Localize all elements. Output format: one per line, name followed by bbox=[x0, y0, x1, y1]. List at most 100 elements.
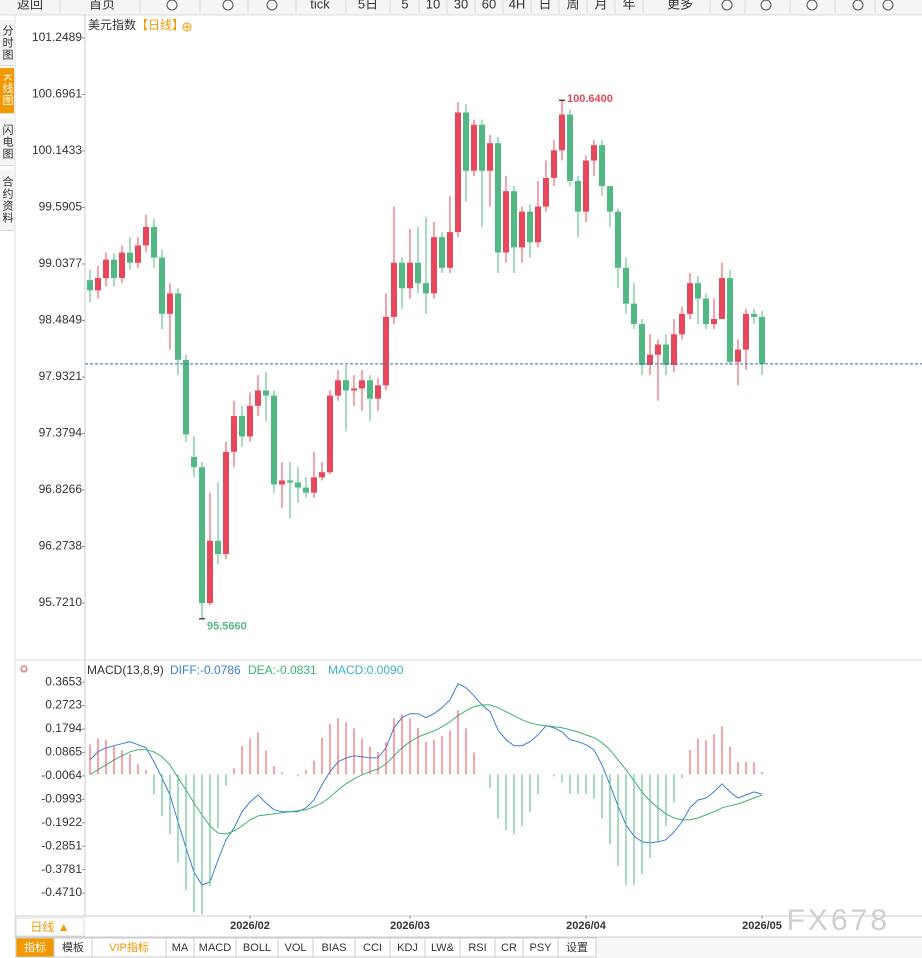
bottom-tab[interactable]: BOLL bbox=[243, 942, 271, 954]
candle-body bbox=[295, 482, 301, 488]
toolbar-button[interactable]: 首页 bbox=[89, 0, 115, 11]
toolbar-button[interactable]: 年 bbox=[622, 0, 635, 11]
candle-body bbox=[583, 160, 589, 212]
toolbar-icon[interactable] bbox=[721, 0, 733, 11]
bottom-tab[interactable]: VOL bbox=[284, 942, 306, 954]
y-tick-label: 97.9321 bbox=[39, 369, 83, 383]
candle-body bbox=[559, 114, 565, 151]
candle-body bbox=[335, 380, 341, 396]
candle-body bbox=[407, 262, 413, 289]
bottom-tab[interactable]: 设置 bbox=[566, 941, 588, 954]
y-tick-label: 98.4849 bbox=[39, 313, 83, 327]
candle-body bbox=[623, 267, 629, 304]
bottom-tab[interactable]: RSI bbox=[468, 942, 486, 954]
x-tick-label: 2026/03 bbox=[390, 920, 430, 932]
bottom-tab[interactable]: CR bbox=[501, 942, 517, 954]
candle-body bbox=[111, 259, 117, 279]
candle-body bbox=[319, 472, 325, 478]
candle-body bbox=[151, 226, 157, 258]
candle-body bbox=[495, 143, 501, 253]
bottom-tab[interactable]: MA bbox=[172, 942, 189, 954]
candle-body bbox=[223, 451, 229, 555]
candle-body bbox=[327, 395, 333, 473]
candle-body bbox=[519, 211, 525, 248]
candle-body bbox=[671, 334, 677, 365]
y-tick-label: -0.0064 bbox=[41, 768, 82, 782]
max-label: 100.6400 bbox=[567, 93, 613, 105]
candle-body bbox=[543, 177, 549, 207]
candle-body bbox=[447, 232, 453, 268]
y-tick-label: 95.7210 bbox=[39, 595, 83, 609]
bottom-tab[interactable]: VIP指标 bbox=[109, 940, 149, 954]
sidebar-tab[interactable]: 合约资料 bbox=[0, 170, 14, 231]
legend-entry: DIFF:-0.0786 bbox=[170, 663, 241, 677]
toolbar-button[interactable]: 日 bbox=[538, 0, 551, 11]
candle-body bbox=[167, 293, 173, 314]
candle-body bbox=[95, 278, 101, 291]
candle-body bbox=[751, 313, 757, 317]
candle-body bbox=[103, 259, 109, 279]
y-tick-label: -0.1922 bbox=[41, 815, 82, 829]
toolbar-icon[interactable] bbox=[760, 0, 772, 11]
y-tick-label: 99.5905 bbox=[39, 200, 83, 214]
toolbar-button[interactable]: 5 bbox=[401, 0, 408, 11]
macd-settings-icon[interactable] bbox=[20, 665, 28, 673]
candle-body bbox=[551, 150, 557, 178]
toolbar-button[interactable]: 30 bbox=[454, 0, 468, 11]
sidebar-tab[interactable]: 分时图 bbox=[0, 20, 14, 66]
toolbar-button[interactable]: 月 bbox=[594, 0, 607, 11]
toolbar-icon[interactable] bbox=[882, 0, 894, 11]
toolbar-icon[interactable] bbox=[806, 0, 818, 11]
y-tick-label: -0.0993 bbox=[41, 791, 82, 805]
toolbar-icon[interactable] bbox=[166, 0, 178, 11]
sidebar-tab[interactable]: 闪电图 bbox=[0, 118, 14, 166]
sidebar-tab[interactable]: K线图 bbox=[0, 68, 14, 114]
min-label: 95.5660 bbox=[207, 621, 247, 633]
candle-body bbox=[727, 278, 733, 362]
candle-body bbox=[87, 280, 93, 291]
candle-body bbox=[663, 344, 669, 365]
period-tab[interactable]: 日线 ▲ bbox=[30, 920, 69, 934]
candle-body bbox=[119, 252, 125, 279]
candle-body bbox=[743, 313, 749, 350]
candle-body bbox=[567, 114, 573, 181]
toolbar-button[interactable]: 返回 bbox=[17, 0, 43, 11]
toolbar-button[interactable]: 60 bbox=[482, 0, 496, 11]
candle-body bbox=[719, 278, 725, 319]
toolbar-button[interactable]: 5日 bbox=[358, 0, 378, 11]
candle-body bbox=[207, 540, 213, 604]
candle-body bbox=[175, 293, 181, 360]
y-tick-label: -0.2851 bbox=[41, 838, 82, 852]
add-icon[interactable] bbox=[182, 22, 192, 32]
candle-body bbox=[631, 303, 637, 325]
toolbar-button[interactable]: 更多 bbox=[667, 0, 693, 11]
candle-body bbox=[199, 467, 205, 604]
bottom-tab[interactable]: LW& bbox=[431, 942, 455, 954]
candle-body bbox=[263, 390, 269, 396]
candle-body bbox=[359, 380, 365, 389]
period-tab-box[interactable] bbox=[15, 917, 85, 937]
bottom-tab[interactable]: KDJ bbox=[397, 942, 418, 954]
bottom-tab-box[interactable] bbox=[557, 937, 597, 958]
candle-body bbox=[759, 316, 765, 364]
bottom-tab[interactable]: 指标 bbox=[24, 940, 46, 954]
candle-body bbox=[703, 298, 709, 325]
bottom-tab[interactable]: PSY bbox=[529, 942, 552, 954]
toolbar-icon[interactable] bbox=[852, 0, 864, 11]
toolbar-button[interactable]: 10 bbox=[426, 0, 440, 11]
candle-body bbox=[471, 124, 477, 171]
y-tick-label: 96.2738 bbox=[39, 539, 83, 553]
y-tick-label: 96.8266 bbox=[39, 482, 83, 496]
candle-body bbox=[607, 186, 613, 212]
bottom-tab[interactable]: 模板 bbox=[62, 940, 84, 954]
bottom-tab[interactable]: MACD bbox=[199, 942, 231, 954]
toolbar-button[interactable]: tick bbox=[310, 0, 330, 11]
toolbar-button[interactable]: 周 bbox=[566, 0, 579, 11]
bottom-tab[interactable]: BIAS bbox=[321, 942, 346, 954]
toolbar-icon[interactable] bbox=[266, 0, 278, 11]
bottom-tab[interactable]: CCI bbox=[363, 942, 382, 954]
toolbar-icon[interactable] bbox=[222, 0, 234, 11]
toolbar-button[interactable]: 4H bbox=[509, 0, 526, 11]
